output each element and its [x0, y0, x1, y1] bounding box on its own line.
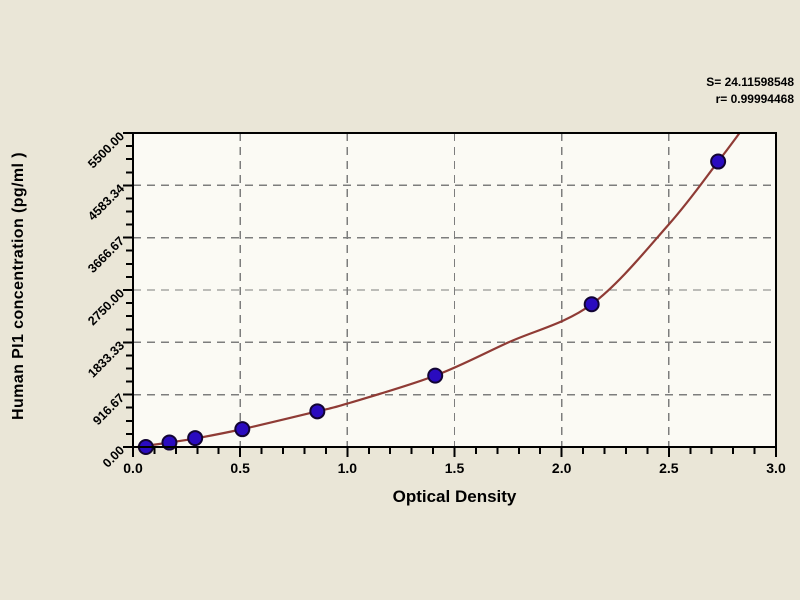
y-tick-label: 916.67: [90, 391, 127, 428]
y-tick-label: 4583.34: [85, 182, 127, 224]
fit-stderr-annotation: S= 24.11598548: [706, 75, 794, 89]
x-tick-label: 1.0: [338, 460, 358, 476]
fit-correlation-annotation: r= 0.99994468: [715, 92, 794, 106]
data-point: [187, 430, 204, 447]
fit-statistics: S= 24.11598548 r= 0.99994468: [706, 74, 794, 108]
data-point: [427, 367, 444, 384]
data-point: [710, 153, 727, 170]
x-tick-label: 2.0: [552, 460, 572, 476]
data-point: [309, 403, 326, 420]
data-point: [583, 296, 600, 313]
x-tick-label: 0.0: [123, 460, 143, 476]
data-point: [234, 421, 251, 438]
y-tick-label: 2750.00: [85, 286, 127, 328]
x-tick-label: 2.5: [659, 460, 679, 476]
y-tick-label: 5500.00: [85, 129, 127, 171]
y-tick-label: 3666.67: [85, 234, 127, 276]
plot-frame: [132, 132, 777, 448]
x-tick-label: 0.5: [230, 460, 250, 476]
y-tick-label: 1833.33: [85, 339, 127, 381]
x-tick-label: 1.5: [445, 460, 465, 476]
x-axis-title: Optical Density: [392, 487, 517, 506]
x-tick-label: 3.0: [766, 460, 786, 476]
